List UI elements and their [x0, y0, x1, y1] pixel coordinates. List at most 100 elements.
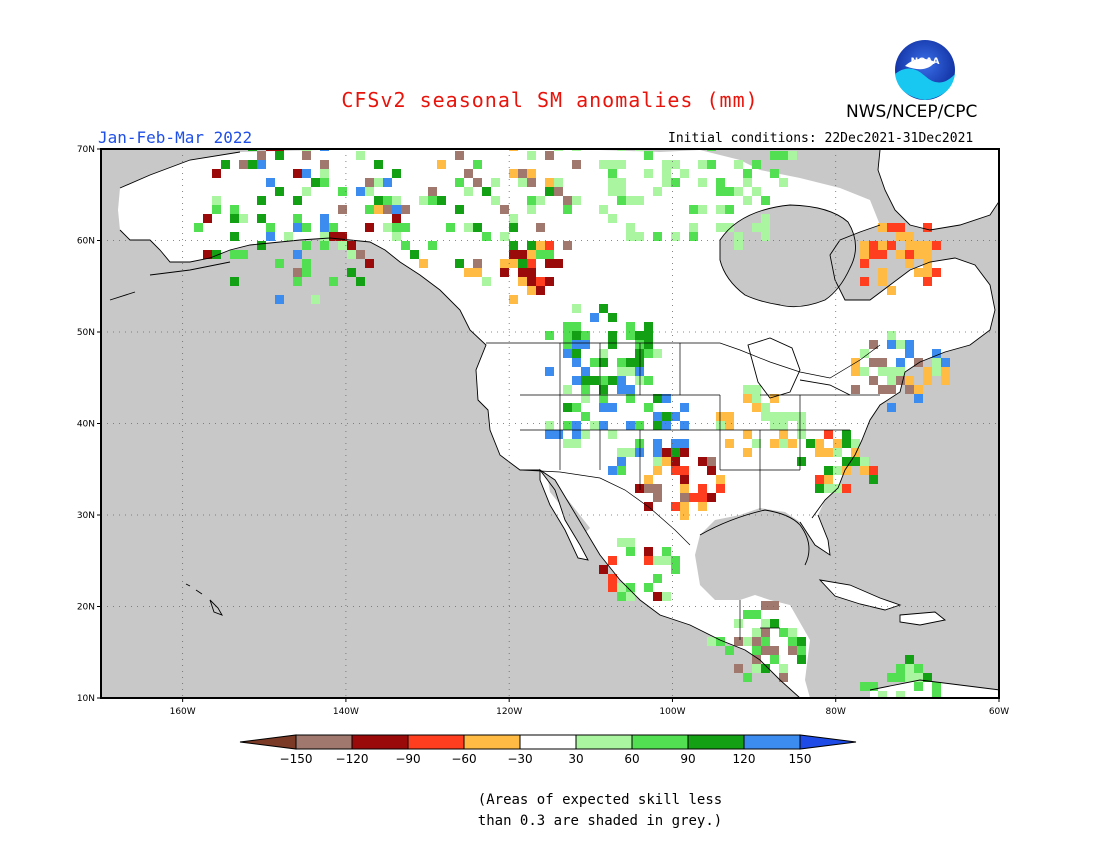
anomaly-cell	[572, 349, 581, 358]
agency-label: NWS/NCEP/CPC	[846, 102, 978, 122]
anomaly-cell	[653, 349, 662, 358]
anomaly-cell	[626, 232, 635, 241]
anomaly-cell	[617, 367, 626, 376]
anomaly-cell	[788, 439, 797, 448]
anomaly-cell	[851, 367, 860, 376]
anomaly-cell	[374, 178, 383, 187]
anomaly-cell	[662, 412, 671, 421]
anomaly-cell	[518, 277, 527, 286]
anomaly-cell	[275, 295, 284, 304]
anomaly-cell	[194, 223, 203, 232]
anomaly-cell	[230, 214, 239, 223]
anomaly-cell	[770, 655, 779, 664]
anomaly-cell	[428, 124, 437, 133]
anomaly-cell	[761, 124, 770, 133]
anomaly-cell	[626, 358, 635, 367]
anomaly-cell	[680, 106, 689, 115]
anomaly-cell	[338, 133, 347, 142]
anomaly-cell	[617, 457, 626, 466]
anomaly-cell	[410, 250, 419, 259]
anomaly-cell	[842, 457, 851, 466]
anomaly-cell	[473, 160, 482, 169]
anomaly-cell	[482, 124, 491, 133]
anomaly-cell	[896, 700, 905, 709]
colorbar-segment	[351, 734, 409, 750]
anomaly-cell	[563, 349, 572, 358]
anomaly-cell	[887, 223, 896, 232]
anomaly-cell	[869, 250, 878, 259]
anomaly-cell	[473, 124, 482, 133]
anomaly-cell	[905, 232, 914, 241]
anomaly-cell	[626, 394, 635, 403]
lon-tick-label: 160W	[170, 707, 196, 717]
anomaly-cell	[329, 232, 338, 241]
anomaly-cell	[671, 97, 680, 106]
anomaly-cell	[788, 151, 797, 160]
anomaly-cell	[824, 448, 833, 457]
anomaly-cell	[824, 475, 833, 484]
anomaly-cell	[311, 178, 320, 187]
anomaly-cell	[914, 700, 923, 709]
anomaly-cell	[311, 295, 320, 304]
anomaly-cell	[374, 205, 383, 214]
anomaly-cell	[392, 223, 401, 232]
anomaly-cell	[797, 646, 806, 655]
anomaly-cell	[617, 583, 626, 592]
anomaly-cell	[698, 178, 707, 187]
anomaly-cell	[869, 709, 878, 718]
anomaly-cell	[293, 169, 302, 178]
anomaly-cell	[680, 421, 689, 430]
anomaly-cell	[536, 196, 545, 205]
anomaly-cell	[509, 241, 518, 250]
anomaly-cell	[257, 151, 266, 160]
anomaly-cell	[320, 223, 329, 232]
anomaly-cell	[680, 439, 689, 448]
anomaly-cell	[581, 367, 590, 376]
anomaly-cell	[923, 367, 932, 376]
anomaly-cell	[653, 466, 662, 475]
anomaly-cell	[896, 376, 905, 385]
anomaly-cell	[329, 277, 338, 286]
anomaly-cell	[599, 403, 608, 412]
anomaly-cell	[896, 691, 905, 698]
anomaly-cell	[527, 241, 536, 250]
anomaly-cell	[572, 376, 581, 385]
anomaly-cell	[455, 178, 464, 187]
anomaly-cell	[509, 214, 518, 223]
lat-tick-label: 40N	[77, 420, 95, 430]
anomaly-cell	[824, 430, 833, 439]
anomaly-cell	[266, 232, 275, 241]
anomaly-cell	[644, 583, 653, 592]
anomaly-cell	[320, 160, 329, 169]
anomaly-cell	[716, 484, 725, 493]
anomaly-cell	[932, 691, 941, 698]
anomaly-cell	[608, 466, 617, 475]
anomaly-cell	[554, 430, 563, 439]
anomaly-cell	[662, 394, 671, 403]
anomaly-cell	[743, 196, 752, 205]
anomaly-cell	[752, 160, 761, 169]
anomaly-cell	[617, 376, 626, 385]
anomaly-cell	[635, 196, 644, 205]
anomaly-cell	[599, 565, 608, 574]
anomaly-cell	[473, 115, 482, 124]
colorbar-label: 150	[789, 752, 812, 766]
anomaly-cell	[374, 160, 383, 169]
anomaly-cell	[383, 178, 392, 187]
anomaly-cell	[464, 187, 473, 196]
anomaly-cell	[932, 241, 941, 250]
lat-tick-label: 20N	[77, 603, 95, 613]
anomaly-cell	[275, 259, 284, 268]
anomaly-cell	[437, 196, 446, 205]
anomaly-cell	[734, 619, 743, 628]
anomaly-cell	[653, 187, 662, 196]
anomaly-cell	[716, 475, 725, 484]
anomaly-cell	[833, 448, 842, 457]
anomaly-cell	[590, 421, 599, 430]
anomaly-cell	[761, 619, 770, 628]
period-label: Jan-Feb-Mar 2022	[98, 128, 253, 147]
anomaly-cell	[815, 439, 824, 448]
anomaly-cell	[734, 187, 743, 196]
anomaly-cell	[356, 187, 365, 196]
anomaly-cell	[896, 664, 905, 673]
